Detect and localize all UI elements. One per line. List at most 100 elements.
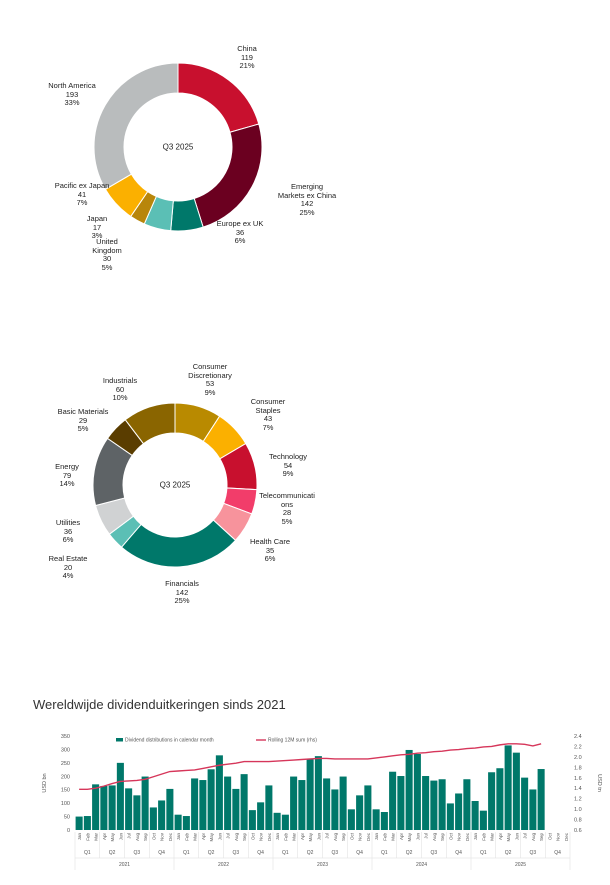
y-tick-label: 50 (64, 815, 70, 821)
month-tick-label: Sep (341, 833, 346, 842)
quarter-label: Q4 (356, 850, 363, 856)
y2-tick-label: 2.2 (574, 744, 582, 750)
slice-value: 28 (282, 508, 292, 517)
quarter-label: Q4 (257, 850, 264, 856)
bar (422, 776, 430, 830)
quarter-label: Q2 (307, 850, 314, 856)
month-tick-label: May (110, 832, 115, 841)
quarter-label: Q1 (183, 850, 190, 856)
bar (521, 777, 529, 830)
donut2-slice-label: Basic Materials 29 5% (57, 407, 109, 434)
bar (248, 810, 256, 830)
bar (512, 752, 520, 830)
bar (298, 780, 306, 830)
quarter-label: Q2 (505, 850, 512, 856)
slice-name: United Kingdom (92, 237, 122, 255)
bar (314, 756, 322, 830)
donut1-slice-label: Pacific ex Japan 41 7% (55, 181, 110, 208)
y-tick-label: 350 (61, 734, 70, 740)
bar (215, 755, 223, 830)
slice-value: 29 (78, 415, 88, 425)
month-tick-label: Jan (374, 833, 379, 841)
y2-tick-label: 2.0 (574, 755, 582, 761)
month-tick-label: Oct (349, 832, 354, 840)
month-tick-label: Mar (193, 832, 198, 840)
bar (290, 776, 298, 830)
bar (397, 776, 405, 830)
bar (207, 769, 215, 830)
year-label: 2021 (119, 862, 130, 868)
month-tick-label: Jul (523, 833, 528, 839)
y-tick-label: 300 (61, 747, 70, 753)
month-tick-label: Jun (217, 833, 222, 841)
slice-name: Emerging Markets ex China (277, 182, 337, 200)
quarter-label: Q3 (431, 850, 438, 856)
month-tick-label: Nov (457, 832, 462, 841)
bar (133, 795, 141, 830)
bar (191, 778, 199, 830)
bar (347, 809, 355, 830)
y2-tick-label: 0.6 (574, 828, 582, 834)
y-tick-label: 150 (61, 788, 70, 794)
donut1-slice (177, 62, 260, 133)
month-tick-label: Jan (473, 833, 478, 841)
y2-tick-label: 1.0 (574, 807, 582, 813)
slice-percent: 21% (239, 61, 255, 70)
month-tick-label: Jul (424, 833, 429, 839)
bar (83, 816, 91, 830)
bar (240, 774, 248, 830)
donut2-slice (124, 402, 176, 445)
slice-value: 30 (102, 254, 112, 263)
quarter-label: Q1 (282, 850, 289, 856)
bar (471, 800, 479, 830)
month-tick-label: Oct (448, 832, 453, 840)
bar (488, 772, 496, 830)
bar (438, 779, 446, 830)
y-tick-label: 250 (61, 761, 70, 767)
month-tick-label: Jun (118, 833, 123, 841)
month-tick-label: May (209, 832, 214, 841)
slice-name: Basic Materials (57, 407, 109, 416)
slice-percent: 5% (281, 516, 293, 526)
slice-value: 119 (241, 52, 253, 62)
quarter-label: Q4 (158, 850, 165, 856)
donut1-slice-label: Japan 17 3% (86, 214, 108, 241)
slice-percent: 9% (282, 469, 294, 478)
month-tick-label: Dec (465, 832, 470, 841)
month-tick-label: Jul (127, 833, 132, 839)
slice-name: Japan (86, 214, 108, 223)
bar (323, 778, 331, 830)
donut1-slice (193, 123, 263, 228)
month-tick-label: Aug (234, 833, 239, 842)
bar (356, 795, 364, 830)
slice-value: 20 (63, 562, 73, 572)
y2-axis-label: USD tn (596, 774, 602, 792)
bar (273, 812, 281, 830)
slice-percent: 25% (299, 207, 315, 217)
month-tick-label: Mar (490, 832, 495, 840)
bar (232, 788, 240, 830)
donut2-slice-label: Telecommunicati ons 28 5% (259, 491, 315, 526)
bar (537, 769, 545, 830)
year-label: 2023 (317, 862, 328, 868)
month-tick-label: Jan (176, 833, 181, 841)
month-tick-label: Apr (498, 833, 503, 841)
month-tick-label: Jan (275, 833, 280, 841)
month-tick-label: Aug (432, 833, 437, 842)
bar (413, 753, 421, 830)
month-tick-label: Jun (316, 833, 321, 841)
y2-tick-label: 2.4 (574, 734, 582, 740)
donut2-slice-label: Utilities 36 6% (55, 518, 81, 545)
y2-tick-label: 1.6 (574, 776, 582, 782)
donut2-center-label: Q3 2025 (159, 480, 191, 490)
slice-name: Financials (165, 579, 199, 588)
y2-tick-label: 1.8 (574, 765, 582, 771)
slice-name: Energy (55, 462, 79, 471)
bar (430, 780, 438, 830)
slice-name: Utilities (55, 518, 81, 527)
month-tick-label: Feb (85, 833, 90, 841)
donut2-slice-label: Real Estate 20 4% (49, 554, 88, 581)
donut1-slice-label: United Kingdom 30 5% (92, 237, 122, 272)
month-tick-label: Jan (77, 833, 82, 841)
